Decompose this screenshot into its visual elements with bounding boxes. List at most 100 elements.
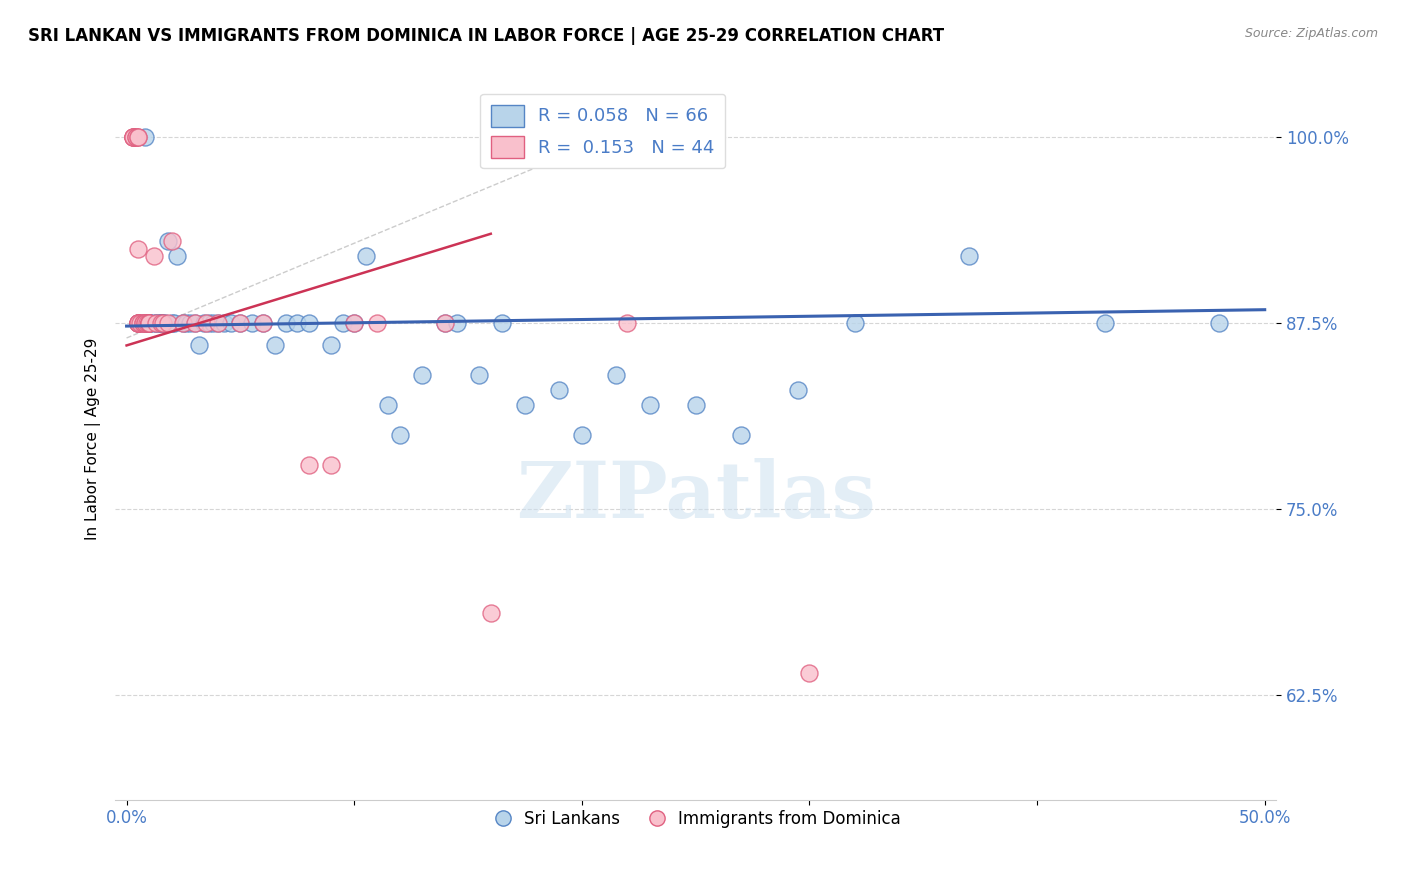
Point: [136, 316, 159, 330]
Point: [122, 130, 145, 145]
Legend: Sri Lankans, Immigrants from Dominica: Sri Lankans, Immigrants from Dominica: [484, 803, 907, 835]
Point: [332, 316, 354, 330]
Point: [152, 316, 174, 330]
Point: [844, 316, 866, 330]
Point: [138, 316, 160, 330]
Point: [354, 249, 377, 263]
Point: [479, 607, 502, 621]
Point: [252, 316, 274, 330]
Point: [131, 316, 153, 330]
Point: [219, 316, 242, 330]
Point: [179, 316, 201, 330]
Point: [131, 316, 153, 330]
Point: [787, 383, 810, 397]
Point: [388, 427, 411, 442]
Point: [1094, 316, 1116, 330]
Point: [229, 316, 252, 330]
Point: [127, 316, 149, 330]
Point: [197, 316, 219, 330]
Point: [343, 316, 366, 330]
Point: [145, 316, 167, 330]
Point: [166, 249, 188, 263]
Point: [446, 316, 468, 330]
Point: [138, 316, 160, 330]
Point: [1208, 316, 1230, 330]
Point: [136, 316, 159, 330]
Point: [298, 316, 321, 330]
Point: [138, 316, 160, 330]
Point: [638, 398, 661, 412]
Point: [207, 316, 229, 330]
Point: [571, 427, 593, 442]
Point: [127, 316, 149, 330]
Text: SRI LANKAN VS IMMIGRANTS FROM DOMINICA IN LABOR FORCE | AGE 25-29 CORRELATION CH: SRI LANKAN VS IMMIGRANTS FROM DOMINICA I…: [28, 27, 945, 45]
Point: [142, 249, 165, 263]
Point: [160, 316, 183, 330]
Point: [149, 316, 172, 330]
Point: [298, 458, 321, 472]
Point: [229, 316, 252, 330]
Point: [321, 338, 343, 352]
Point: [411, 368, 433, 383]
Point: [138, 316, 160, 330]
Point: [122, 130, 145, 145]
Point: [343, 316, 366, 330]
Point: [434, 316, 457, 330]
Point: [174, 316, 197, 330]
Point: [513, 398, 536, 412]
Point: [138, 316, 160, 330]
Point: [124, 130, 146, 145]
Point: [491, 316, 513, 330]
Point: [957, 249, 980, 263]
Point: [138, 316, 160, 330]
Point: [321, 458, 343, 472]
Point: [184, 316, 207, 330]
Point: [193, 316, 215, 330]
Point: [148, 316, 170, 330]
Point: [366, 316, 388, 330]
Point: [252, 316, 274, 330]
Point: [377, 398, 399, 412]
Point: [127, 242, 149, 256]
Point: [138, 316, 160, 330]
Point: [138, 316, 160, 330]
Point: [149, 316, 172, 330]
Point: [160, 234, 183, 248]
Point: [240, 316, 263, 330]
Point: [434, 316, 457, 330]
Point: [127, 130, 149, 145]
Y-axis label: In Labor Force | Age 25-29: In Labor Force | Age 25-29: [86, 337, 101, 540]
Point: [285, 316, 308, 330]
Point: [172, 316, 194, 330]
Point: [149, 316, 172, 330]
Point: [134, 316, 156, 330]
Point: [163, 316, 186, 330]
Point: [799, 665, 821, 680]
Point: [122, 130, 145, 145]
Point: [156, 234, 179, 248]
Point: [142, 316, 165, 330]
Point: [202, 316, 225, 330]
Point: [152, 316, 174, 330]
Text: Source: ZipAtlas.com: Source: ZipAtlas.com: [1244, 27, 1378, 40]
Point: [134, 316, 156, 330]
Point: [149, 316, 172, 330]
Point: [138, 316, 160, 330]
Point: [214, 316, 236, 330]
Point: [685, 398, 707, 412]
Point: [122, 130, 145, 145]
Point: [134, 130, 156, 145]
Point: [127, 316, 149, 330]
Point: [138, 316, 160, 330]
Point: [548, 383, 571, 397]
Point: [155, 316, 177, 330]
Point: [127, 130, 149, 145]
Point: [730, 427, 752, 442]
Point: [263, 338, 285, 352]
Point: [129, 316, 152, 330]
Point: [172, 316, 194, 330]
Point: [124, 130, 146, 145]
Point: [195, 316, 218, 330]
Point: [156, 316, 179, 330]
Point: [616, 316, 638, 330]
